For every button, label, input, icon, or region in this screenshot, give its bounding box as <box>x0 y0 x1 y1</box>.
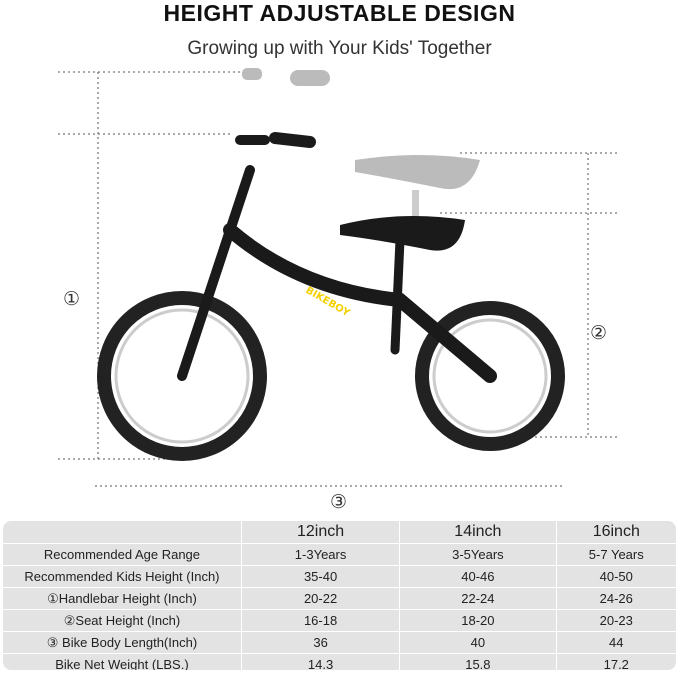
value-cell: 20-23 <box>599 613 633 628</box>
wheels <box>97 291 565 461</box>
value-cell: 18-20 <box>400 610 557 631</box>
header-cell <box>3 521 242 543</box>
table-row: ③ Bike Body Length(Inch) 36 40 44 <box>3 632 676 654</box>
frame <box>177 132 497 383</box>
value-cell: 40-50 <box>599 569 633 584</box>
table-row: ①Handlebar Height (Inch) 20-22 22-24 24-26 <box>3 588 676 610</box>
header-cell: 14inch <box>400 521 557 543</box>
value-cell: 22-24 <box>400 588 557 609</box>
value-cell: 5-7 Years <box>588 547 644 562</box>
page-title: HEIGHT ADJUSTABLE DESIGN <box>163 0 516 26</box>
label-cell: Recommended Kids Height (Inch) <box>3 566 242 587</box>
seat <box>340 216 465 251</box>
value-cell: 24-26 <box>599 591 633 606</box>
value-cell: 17.2 <box>603 657 629 670</box>
label-cell: Bike Net Weight (LBS.) <box>3 654 242 670</box>
value-cell: 15.8 <box>400 654 557 670</box>
table-row: Recommended Age Range 1-3Years 3-5Years 5-7… <box>3 544 676 566</box>
dimension-lines <box>58 71 620 487</box>
ghost-raised-parts <box>242 68 480 220</box>
header-cell: 12inch <box>242 521 401 543</box>
label-cell: ②Seat Height (Inch) <box>3 610 242 631</box>
marker-seat: ② <box>590 322 608 344</box>
table-row: ②Seat Height (Inch) 16-18 18-20 20-23 <box>3 610 676 632</box>
header-cell: 16inch <box>592 523 640 540</box>
label-cell: Recommended Age Range <box>3 544 242 565</box>
label-cell: ③ Bike Body Length(Inch) <box>3 632 242 653</box>
value-cell: 14.3 <box>242 654 401 670</box>
table-header: 12inch 14inch 16inch <box>3 521 676 544</box>
value-cell: 3-5Years <box>400 544 557 565</box>
subtitle: Growing up with Your Kids' Together <box>187 38 492 59</box>
value-cell: 35-40 <box>242 566 401 587</box>
table-row: Bike Net Weight (LBS.) 14.3 15.8 17.2 <box>3 654 676 670</box>
marker-length: ③ <box>330 491 348 513</box>
value-cell: 36 <box>242 632 401 653</box>
table-body: Recommended Age Range 1-3Years 3-5Years 5-7… <box>3 544 676 670</box>
bike-illustration: BIKEBOY <box>58 68 620 487</box>
value-cell: 40-46 <box>400 566 557 587</box>
marker-handlebar: ① <box>63 288 81 310</box>
value-cell: 1-3Years <box>242 544 401 565</box>
value-cell: 16-18 <box>242 610 401 631</box>
label-cell: ①Handlebar Height (Inch) <box>3 588 242 609</box>
spec-table: 12inch 14inch 16inch Recommended Age Ran… <box>3 521 676 670</box>
value-cell: 40 <box>400 632 557 653</box>
value-cell: 44 <box>609 635 624 650</box>
table-row: Recommended Kids Height (Inch) 35-40 40-46… <box>3 566 676 588</box>
value-cell: 20-22 <box>242 588 401 609</box>
